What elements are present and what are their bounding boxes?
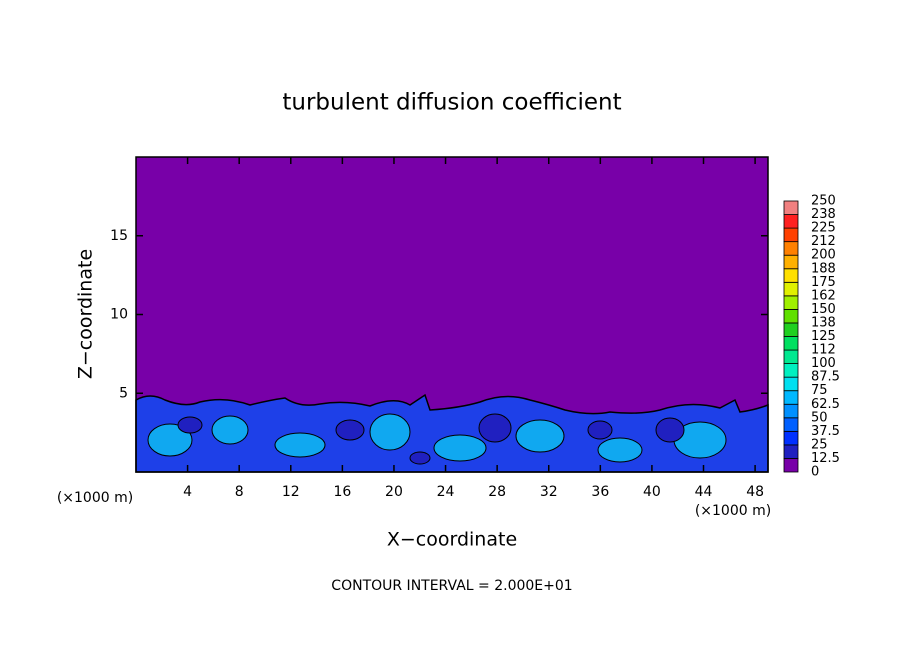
y-tick-label: 15 bbox=[110, 228, 128, 244]
colorbar-box bbox=[783, 376, 799, 392]
colorbar-box bbox=[783, 308, 799, 324]
colorbar-label: 138 bbox=[811, 315, 836, 330]
colorbar-box bbox=[783, 281, 799, 297]
colorbar-box bbox=[783, 322, 799, 337]
colorbar-label: 75 bbox=[811, 383, 828, 398]
field-cores bbox=[177, 413, 685, 465]
colorbar-box bbox=[783, 336, 799, 351]
x-tick-label: 48 bbox=[746, 484, 764, 500]
colorbar-label: 100 bbox=[811, 356, 836, 371]
y-axis-label: Z−coordinate bbox=[75, 249, 97, 379]
x-unit: (×1000 m) bbox=[57, 490, 133, 506]
field-blobs bbox=[147, 413, 727, 463]
colorbar-label: 188 bbox=[811, 261, 836, 276]
colorbar-label: 87.5 bbox=[811, 370, 840, 385]
chart-title: turbulent diffusion coefficient bbox=[282, 90, 621, 116]
colorbar-label: 25 bbox=[811, 437, 828, 452]
colorbar-label: 238 bbox=[811, 207, 836, 222]
x-tick-label: 20 bbox=[385, 484, 403, 500]
field bbox=[135, 156, 769, 473]
colorbar-box bbox=[783, 254, 799, 270]
colorbar-box bbox=[783, 295, 799, 310]
x-tick-label: 16 bbox=[333, 484, 351, 500]
colorbar-label: 250 bbox=[811, 194, 836, 209]
colorbar-box bbox=[783, 200, 799, 215]
x-tick-label: 12 bbox=[282, 484, 300, 500]
x-tick-label: 44 bbox=[695, 484, 713, 500]
colorbar-box bbox=[783, 268, 799, 283]
x-tick-label: 28 bbox=[488, 484, 506, 500]
colorbar-box bbox=[783, 430, 799, 446]
colorbar-label: 150 bbox=[811, 302, 836, 317]
x-tick-label: 8 bbox=[235, 484, 244, 500]
annotation: CONTOUR INTERVAL = 2.000E+01 bbox=[331, 578, 572, 594]
x-tick-label: 4 bbox=[183, 484, 192, 500]
colorbar-label: 125 bbox=[811, 329, 836, 344]
colorbar-box bbox=[783, 458, 799, 473]
colorbar-box bbox=[783, 403, 799, 419]
y-tick-label: 5 bbox=[119, 385, 128, 401]
colorbar-box bbox=[783, 214, 799, 229]
x-tick-label: 36 bbox=[591, 484, 609, 500]
colorbar-box bbox=[783, 227, 799, 243]
colorbar-label: 225 bbox=[811, 221, 836, 236]
x-tick-label: 24 bbox=[437, 484, 455, 500]
colorbar-box bbox=[783, 349, 799, 364]
colorbar-label: 212 bbox=[811, 234, 836, 249]
colorbar-box bbox=[783, 444, 799, 459]
colorbar-label: 0 bbox=[811, 465, 819, 480]
colorbar-label: 200 bbox=[811, 248, 836, 263]
colorbar-box bbox=[783, 363, 799, 378]
colorbar-label: 12.5 bbox=[811, 451, 840, 466]
x-axis-label: X−coordinate bbox=[387, 529, 517, 551]
colorbar-label: 175 bbox=[811, 275, 836, 290]
x-tick-label: 32 bbox=[540, 484, 558, 500]
colorbar-label: 62.5 bbox=[811, 397, 840, 412]
colorbar-box bbox=[783, 241, 799, 256]
colorbar-box bbox=[783, 417, 799, 432]
colorbar-label: 162 bbox=[811, 288, 836, 303]
colorbar-label: 50 bbox=[811, 410, 828, 425]
x-tick-label: 40 bbox=[643, 484, 661, 500]
y-tick-label: 10 bbox=[110, 307, 128, 323]
colorbar-box bbox=[783, 390, 799, 405]
colorbar-label: 37.5 bbox=[811, 424, 840, 439]
x-unit: (×1000 m) bbox=[695, 503, 771, 519]
colorbar-label: 112 bbox=[811, 343, 836, 358]
